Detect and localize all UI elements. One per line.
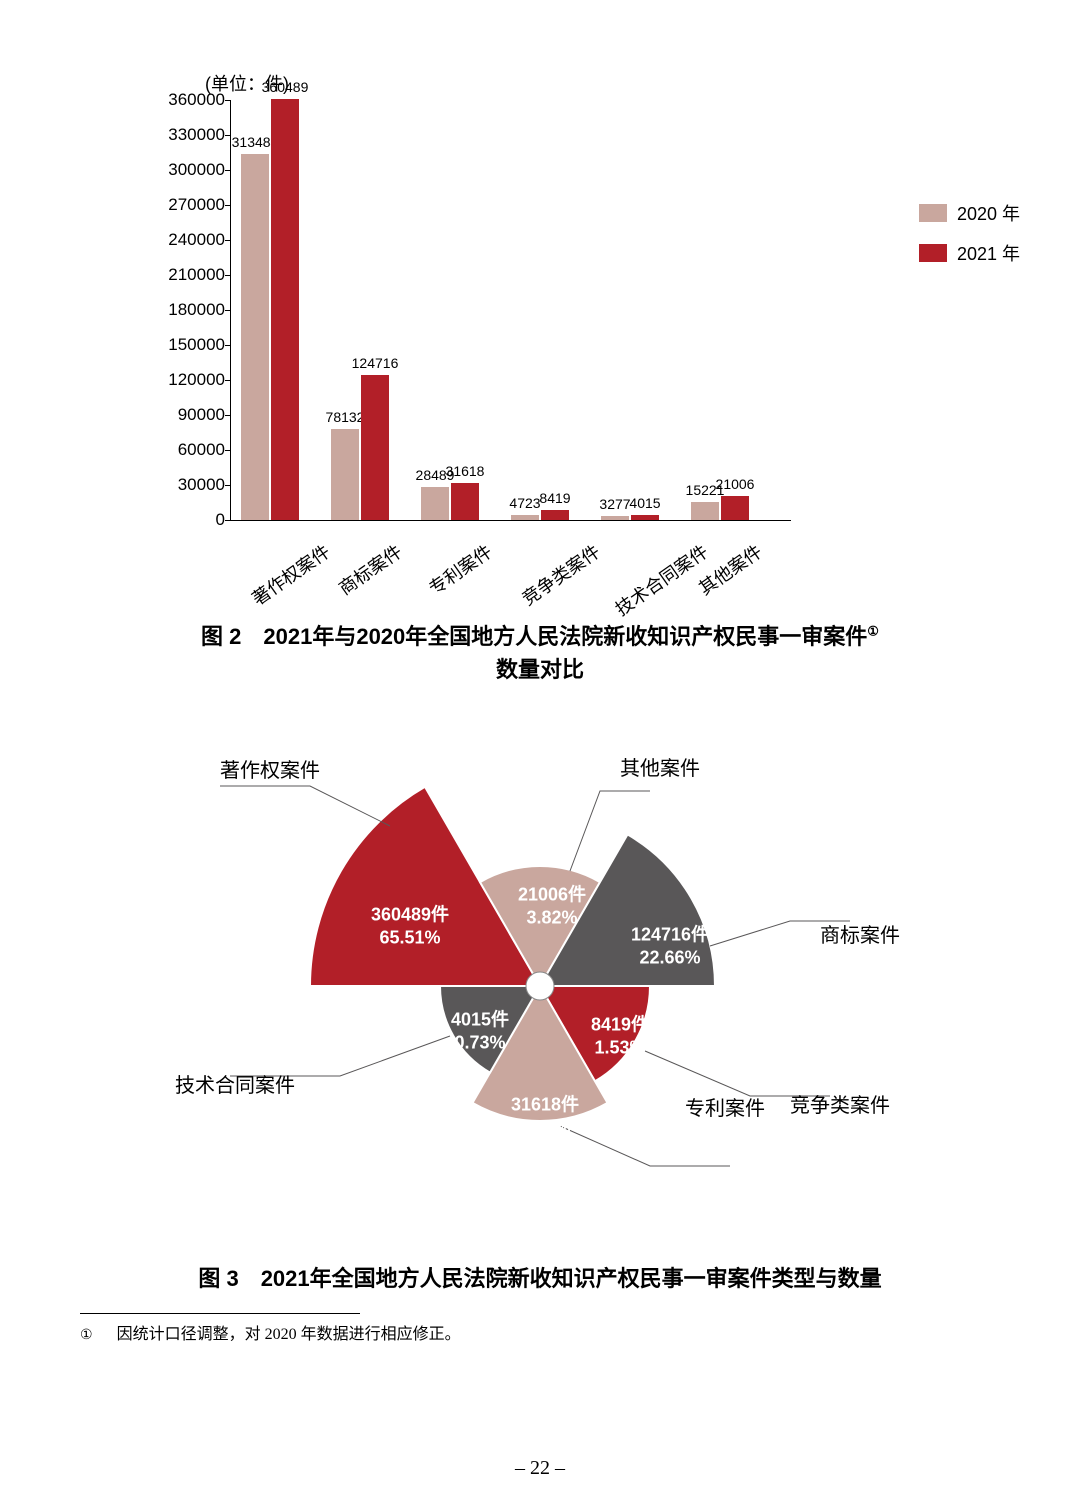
y-tick-label: 330000 xyxy=(140,125,225,145)
legend-item: 2020 年 xyxy=(919,200,1020,226)
figure-2-caption-line1: 图 2 2021年与2020年全国地方人民法院新收知识产权民事一审案件 xyxy=(201,624,867,649)
rose-chart: 著作权案件 其他案件商标案件竞争类案件专利案件 技术合同案件 360489件65.51… xyxy=(90,696,990,1256)
footnote: ① 因统计口径调整，对 2020 年数据进行相应修正。 xyxy=(80,1320,1000,1344)
bar-value-label: 360489 xyxy=(262,79,309,95)
figure-3-caption: 图 3 2021年全国地方人民法院新收知识产权民事一审案件类型与数量 xyxy=(80,1262,1000,1295)
rose-inner-label: 360489件65.51% xyxy=(371,904,449,949)
bar xyxy=(511,515,539,521)
rose-outer-label: 著作权案件 xyxy=(220,754,320,783)
bar-value-label: 8419 xyxy=(539,490,570,506)
rose-outer-label: 其他案件 xyxy=(620,752,700,781)
bar xyxy=(541,510,569,520)
bar-value-label: 3277 xyxy=(599,496,630,512)
x-tick-label: 竞争类案件 xyxy=(516,538,605,611)
bar xyxy=(691,502,719,520)
rose-outer-label: 技术合同案件 xyxy=(175,1069,295,1098)
leader-line xyxy=(560,1126,730,1166)
figure-2-caption-sup: ① xyxy=(867,624,879,639)
y-tick-label: 90000 xyxy=(140,405,225,425)
figure-2-caption-line2: 数量对比 xyxy=(496,657,584,682)
legend-swatch xyxy=(919,244,947,262)
y-tick-label: 30000 xyxy=(140,475,225,495)
bar xyxy=(241,154,269,520)
legend: 2020 年 2021 年 xyxy=(919,200,1020,280)
bar xyxy=(721,496,749,521)
legend-label: 2021 年 xyxy=(957,240,1020,266)
bar xyxy=(331,429,359,520)
rose-inner-label: 4015件0.73% xyxy=(451,1009,509,1054)
y-tick-label: 240000 xyxy=(140,230,225,250)
legend-item: 2021 年 xyxy=(919,240,1020,266)
page-number: – 22 – xyxy=(0,1457,1080,1480)
bar xyxy=(601,516,629,520)
bar xyxy=(451,483,479,520)
rose-outer-label: 专利案件 xyxy=(685,1092,765,1121)
y-tick-label: 150000 xyxy=(140,335,225,355)
bar-value-label: 21006 xyxy=(716,476,755,492)
bar xyxy=(361,375,389,521)
plot-area: 3134843604897813212471628489316184723841… xyxy=(230,100,791,521)
y-tick-label: 210000 xyxy=(140,265,225,285)
rose-inner-label: 21006件3.82% xyxy=(518,884,586,929)
legend-swatch xyxy=(919,204,947,222)
leader-line xyxy=(220,786,390,826)
rose-outer-label: 商标案件 xyxy=(820,919,900,948)
figure-2-caption: 图 2 2021年与2020年全国地方人民法院新收知识产权民事一审案件① 数量对… xyxy=(80,620,1000,686)
x-tick-label: 专利案件 xyxy=(423,538,497,601)
footnote-rule xyxy=(80,1313,360,1314)
bar-chart: (单位：件) 313484360489781321247162848931618… xyxy=(140,60,900,600)
bar-value-label: 124716 xyxy=(352,355,399,371)
y-tick-label: 360000 xyxy=(140,90,225,110)
bar-value-label: 78132 xyxy=(326,409,365,425)
y-tick-label: 60000 xyxy=(140,440,225,460)
y-tick-label: 300000 xyxy=(140,160,225,180)
rose-inner-label: 124716件22.66% xyxy=(631,924,709,969)
bar xyxy=(421,487,449,520)
y-tick-label: 180000 xyxy=(140,300,225,320)
footnote-text: 因统计口径调整，对 2020 年数据进行相应修正。 xyxy=(117,1326,461,1343)
x-tick-label: 著作权案件 xyxy=(246,538,335,611)
y-tick-label: 120000 xyxy=(140,370,225,390)
bar xyxy=(631,515,659,520)
page: (单位：件) 313484360489781321247162848931618… xyxy=(0,0,1080,1510)
rose-outer-label: 竞争类案件 xyxy=(790,1089,890,1118)
y-tick-label: 0 xyxy=(140,510,225,530)
bar-value-label: 4015 xyxy=(629,495,660,511)
bar xyxy=(271,99,299,520)
rose-center-hole xyxy=(526,972,554,1000)
bar-value-label: 31618 xyxy=(446,463,485,479)
rose-inner-label: 8419件1.53% xyxy=(591,1014,649,1059)
rose-inner-label: 31618件5.75% xyxy=(511,1094,579,1139)
bar-value-label: 4723 xyxy=(509,495,540,511)
x-tick-label: 商标案件 xyxy=(333,538,407,601)
legend-label: 2020 年 xyxy=(957,200,1020,226)
footnote-marker: ① xyxy=(80,1328,93,1343)
y-tick-label: 270000 xyxy=(140,195,225,215)
